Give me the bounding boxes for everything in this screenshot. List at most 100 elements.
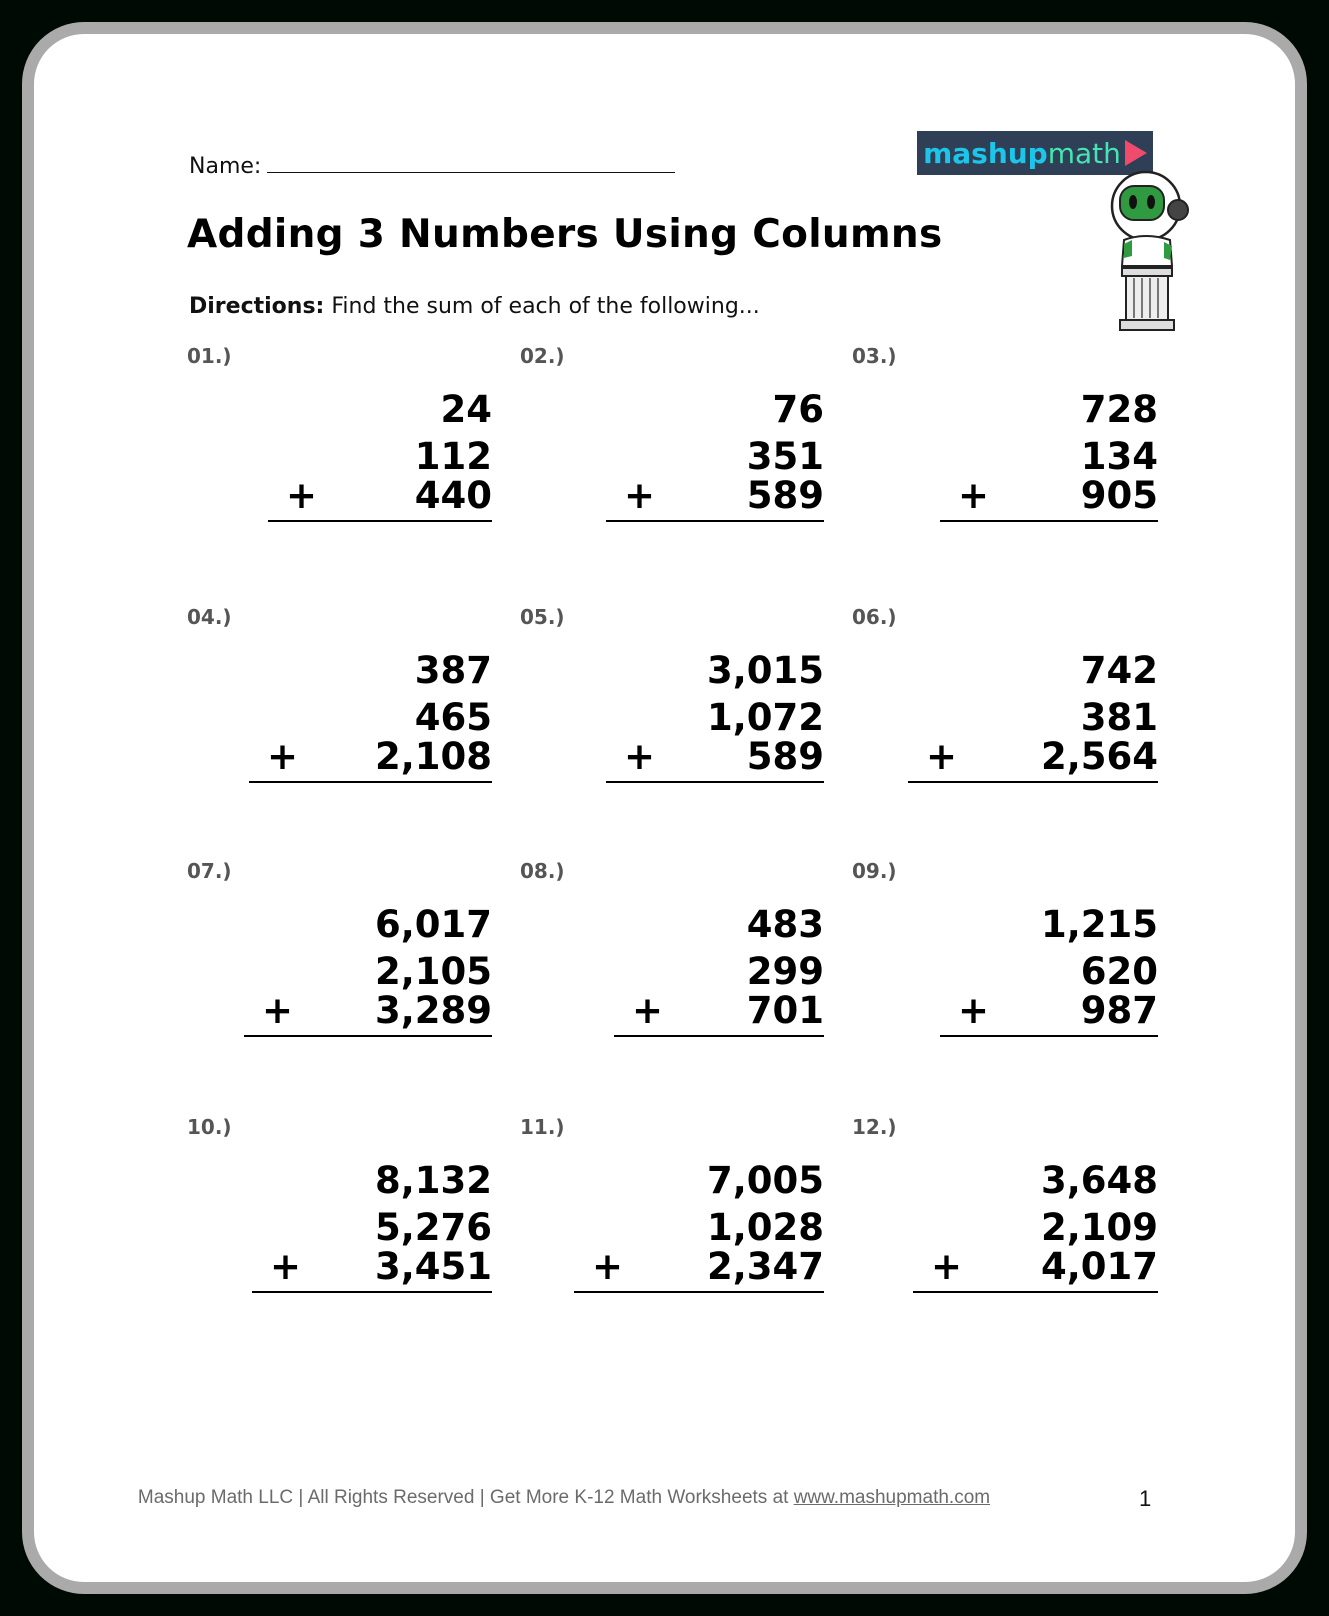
addend-3: 589 (746, 735, 824, 778)
page-number: 1 (1139, 1486, 1152, 1511)
problem-11: 11.) 7,005 1,028 +2,347 (520, 1115, 824, 1335)
footer: Mashup Math LLC | All Rights Reserved | … (34, 1487, 1094, 1509)
addends: 3,648 2,109 (1041, 1157, 1158, 1251)
addend-2: 465 (414, 696, 492, 739)
addends: 8,132 5,276 (375, 1157, 492, 1251)
answer-line[interactable]: +589 (606, 474, 824, 522)
addend-1: 6,017 (374, 903, 492, 946)
addend-3: 987 (1080, 989, 1158, 1032)
answer-line[interactable]: +3,451 (252, 1245, 492, 1293)
addends: 24 112 (415, 386, 492, 480)
addend-1: 1,215 (1040, 903, 1158, 946)
addend-3: 2,347 (706, 1245, 824, 1288)
addend-2: 2,109 (1040, 1206, 1158, 1249)
answer-line[interactable]: +589 (606, 735, 824, 783)
plus-sign: + (632, 989, 664, 1032)
problem-label: 12.) (852, 1115, 897, 1139)
addends: 7,005 1,028 (707, 1157, 824, 1251)
addend-1: 728 (1080, 388, 1158, 431)
footer-link[interactable]: www.mashupmath.com (793, 1487, 991, 1508)
addend-3: 3,289 (374, 989, 492, 1032)
plus-sign: + (267, 735, 299, 778)
name-line[interactable] (267, 154, 676, 173)
problem-label: 03.) (852, 344, 897, 368)
addend-2: 1,072 (706, 696, 824, 739)
addend-3: 905 (1080, 474, 1158, 517)
problem-12: 12.) 3,648 2,109 +4,017 (852, 1115, 1158, 1335)
logo-math: math (1047, 136, 1121, 170)
worksheet-page: Name: Adding 3 Numbers Using Columns Dir… (22, 22, 1307, 1594)
problem-2: 02.) 76 351 +589 (520, 344, 824, 564)
addends: 387 465 (415, 647, 492, 741)
answer-line[interactable]: +2,564 (908, 735, 1158, 783)
answer-line[interactable]: +4,017 (913, 1245, 1158, 1293)
addend-3: 701 (746, 989, 824, 1032)
problem-label: 05.) (520, 605, 565, 629)
problem-label: 10.) (187, 1115, 232, 1139)
plus-sign: + (958, 474, 990, 517)
answer-line[interactable]: +3,289 (244, 989, 492, 1037)
plus-sign: + (931, 1245, 963, 1288)
addend-2: 299 (746, 950, 824, 993)
addends: 6,017 2,105 (375, 901, 492, 995)
addend-1: 24 (440, 388, 493, 431)
problem-label: 07.) (187, 859, 232, 883)
footer-text: Mashup Math LLC | All Rights Reserved | … (137, 1487, 794, 1508)
problem-10: 10.) 8,132 5,276 +3,451 (187, 1115, 492, 1335)
problem-3: 03.) 728 134 +905 (852, 344, 1158, 564)
addend-3: 2,564 (1040, 735, 1158, 778)
problem-label: 09.) (852, 859, 897, 883)
problem-1: 01.) 24 112 +440 (187, 344, 492, 564)
answer-line[interactable]: +440 (268, 474, 492, 522)
problem-label: 08.) (520, 859, 565, 883)
addend-2: 351 (746, 435, 824, 478)
addend-1: 742 (1080, 649, 1158, 692)
answer-line[interactable]: +2,347 (574, 1245, 824, 1293)
addend-2: 2,105 (374, 950, 492, 993)
mashupmath-logo: mashup math (917, 131, 1153, 175)
plus-sign: + (624, 474, 656, 517)
play-icon (1124, 140, 1147, 166)
plus-sign: + (286, 474, 318, 517)
problem-9: 09.) 1,215 620 +987 (852, 859, 1158, 1079)
plus-sign: + (262, 989, 294, 1032)
addend-2: 620 (1080, 950, 1158, 993)
addends: 742 381 (1081, 647, 1158, 741)
problem-6: 06.) 742 381 +2,564 (852, 605, 1158, 825)
addends: 76 351 (747, 386, 824, 480)
answer-line[interactable]: +701 (614, 989, 824, 1037)
plus-sign: + (270, 1245, 302, 1288)
addend-1: 7,005 (706, 1159, 824, 1202)
directions-text: Find the sum of each of the following... (331, 294, 760, 319)
directions-label: Directions: (189, 294, 325, 319)
addends: 1,215 620 (1041, 901, 1158, 995)
problem-label: 04.) (187, 605, 232, 629)
addend-1: 3,648 (1040, 1159, 1158, 1202)
addend-2: 1,028 (706, 1206, 824, 1249)
plus-sign: + (926, 735, 958, 778)
addends: 483 299 (747, 901, 824, 995)
addends: 3,015 1,072 (707, 647, 824, 741)
addend-1: 483 (746, 903, 824, 946)
problem-4: 04.) 387 465 +2,108 (187, 605, 492, 825)
problem-7: 07.) 6,017 2,105 +3,289 (187, 859, 492, 1079)
name-field[interactable]: Name: (189, 154, 676, 179)
robot-mascot-icon (1110, 170, 1189, 331)
addend-1: 76 (772, 388, 825, 431)
addend-2: 5,276 (374, 1206, 492, 1249)
plus-sign: + (592, 1245, 624, 1288)
answer-line[interactable]: +987 (940, 989, 1158, 1037)
addend-1: 387 (414, 649, 492, 692)
problem-label: 11.) (520, 1115, 565, 1139)
addend-3: 2,108 (374, 735, 492, 778)
addend-2: 112 (414, 435, 492, 478)
addend-3: 440 (414, 474, 492, 517)
addends: 728 134 (1081, 386, 1158, 480)
directions: Directions: Find the sum of each of the … (189, 294, 760, 319)
problem-label: 01.) (187, 344, 232, 368)
name-label: Name: (189, 154, 262, 179)
addend-3: 589 (746, 474, 824, 517)
answer-line[interactable]: +2,108 (249, 735, 492, 783)
addend-1: 8,132 (374, 1159, 492, 1202)
answer-line[interactable]: +905 (940, 474, 1158, 522)
